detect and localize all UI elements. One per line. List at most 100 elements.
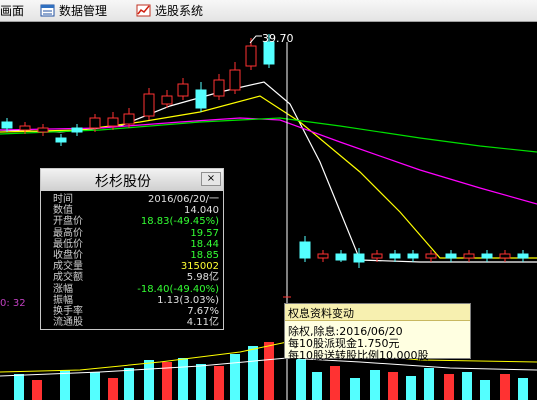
tooltip-header: 权息资料变动 xyxy=(285,304,470,321)
close-icon[interactable]: × xyxy=(201,172,221,186)
info-label: 成交额 xyxy=(53,272,83,284)
volume-bar xyxy=(480,380,490,400)
info-row: 成交额 5.98亿 xyxy=(41,272,223,284)
info-label: 成交量 xyxy=(53,261,83,273)
volume-bar xyxy=(248,346,258,400)
candle-body xyxy=(71,127,83,133)
info-label: 流通股 xyxy=(53,317,83,329)
info-value: 4.11亿 xyxy=(186,317,219,329)
info-row: 成交量 315002 xyxy=(41,261,223,273)
volume-bar xyxy=(330,366,340,400)
volume-bar xyxy=(500,374,510,400)
volume-bar xyxy=(296,358,306,400)
volume-bar xyxy=(214,366,224,400)
candle-body xyxy=(123,113,135,125)
info-row: 最高价 19.57 xyxy=(41,228,223,240)
toolbar-item-partial-label: 画面 xyxy=(0,4,25,18)
candle-body xyxy=(317,253,329,259)
candle-body xyxy=(371,253,383,259)
stock-filter-icon xyxy=(136,4,151,17)
tooltip-title: 权息资料变动 xyxy=(288,307,354,320)
candle-body xyxy=(55,137,67,143)
volume-bar xyxy=(370,370,380,400)
volume-bar xyxy=(90,372,100,400)
volume-bar xyxy=(14,374,24,400)
candle-body xyxy=(353,253,365,263)
exdividend-date: 除权,除息:2016/06/20 xyxy=(288,325,403,338)
volume-bar xyxy=(462,372,472,400)
info-value: 2016/06/20/一 xyxy=(147,194,219,205)
high-label-pointer xyxy=(249,35,262,44)
volume-bar xyxy=(108,378,118,400)
data-management-label: 数据管理 xyxy=(59,4,108,18)
candlesticks xyxy=(1,34,529,268)
candle-body xyxy=(463,253,475,259)
volume-bar xyxy=(178,358,188,400)
candle-body xyxy=(177,83,189,97)
info-value: 14.040 xyxy=(184,205,219,217)
volume-axis-value: 0: 32 xyxy=(0,298,26,309)
volume-bar xyxy=(144,360,154,400)
volume-bar xyxy=(388,372,398,400)
candle-body xyxy=(37,127,49,133)
volume-bar xyxy=(60,370,70,400)
volume-bar xyxy=(124,368,134,400)
candle-body xyxy=(89,117,101,129)
info-label: 涨幅 xyxy=(53,283,73,295)
info-value: 19.57 xyxy=(190,227,219,239)
volume-bar xyxy=(350,378,360,400)
info-value: -18.40(-49.40%) xyxy=(137,283,219,295)
info-panel-title: 杉杉股份 xyxy=(95,174,151,190)
info-label: 振幅 xyxy=(53,294,73,306)
info-row: 收盘价 18.85 xyxy=(41,250,223,262)
volume-bar xyxy=(424,368,434,400)
volume-bar xyxy=(518,378,528,400)
info-row: 最低价 18.44 xyxy=(41,239,223,251)
stock-selection-button[interactable]: 选股系统 xyxy=(136,3,203,19)
info-row: 开盘价 18.83(-49.45%) xyxy=(41,216,223,228)
candle-body xyxy=(213,79,225,97)
info-value: 18.44 xyxy=(190,238,219,250)
candle-body xyxy=(19,125,31,131)
info-value: 5.98亿 xyxy=(186,272,219,284)
toolbar-item-partial[interactable]: 画面 xyxy=(0,3,24,19)
candle-body xyxy=(499,253,511,259)
volume-bar xyxy=(406,376,416,400)
candle-body xyxy=(425,253,437,259)
candle-body xyxy=(407,253,419,259)
stock-selection-label: 选股系统 xyxy=(155,4,204,18)
volume-bar xyxy=(162,362,172,400)
info-row: 时间 2016/06/20/一 xyxy=(41,194,223,206)
candle-body xyxy=(161,95,173,105)
volume-bar xyxy=(196,364,206,400)
info-label: 换手率 xyxy=(53,306,83,317)
stock-info-panel: 杉杉股份 × 时间 2016/06/20/一数值 14.040 开盘价 18.83(-4… xyxy=(40,168,224,330)
info-value: 315002 xyxy=(180,261,219,273)
candle-body xyxy=(107,117,119,127)
candle-body xyxy=(335,253,347,261)
candle-body xyxy=(245,45,257,67)
candle-body xyxy=(445,253,457,259)
price-high-label: 39.70 xyxy=(262,32,294,45)
ma-green xyxy=(0,117,537,153)
info-row: 涨幅 -18.40(-49.40%) xyxy=(41,284,223,296)
info-panel-header[interactable]: 杉杉股份 × xyxy=(41,169,223,191)
info-label: 最低价 xyxy=(53,238,83,250)
ma-magenta xyxy=(0,117,537,205)
info-label: 时间 xyxy=(53,194,73,205)
info-row: 振幅 1.13(3.03%) xyxy=(41,295,223,307)
toolbar: 画面 数据管理 选股系统 xyxy=(0,0,537,22)
dividend-tooltip: 权息资料变动 除权,除息:2016/06/20 每10股派现金1.750元 每1… xyxy=(284,303,471,362)
volume-bar xyxy=(230,354,240,400)
info-label: 数值 xyxy=(53,205,73,217)
candle-body xyxy=(195,89,207,109)
candle-body xyxy=(143,93,155,117)
info-row: 流通股 4.11亿 xyxy=(41,317,223,329)
volume-bar xyxy=(312,372,322,400)
info-label: 开盘价 xyxy=(53,216,83,228)
data-management-button[interactable]: 数据管理 xyxy=(40,3,107,19)
candle-body xyxy=(299,241,311,259)
info-row: 换手率 7.67% xyxy=(41,306,223,318)
info-label: 收盘价 xyxy=(53,250,83,261)
kline-chart[interactable] xyxy=(0,22,537,400)
